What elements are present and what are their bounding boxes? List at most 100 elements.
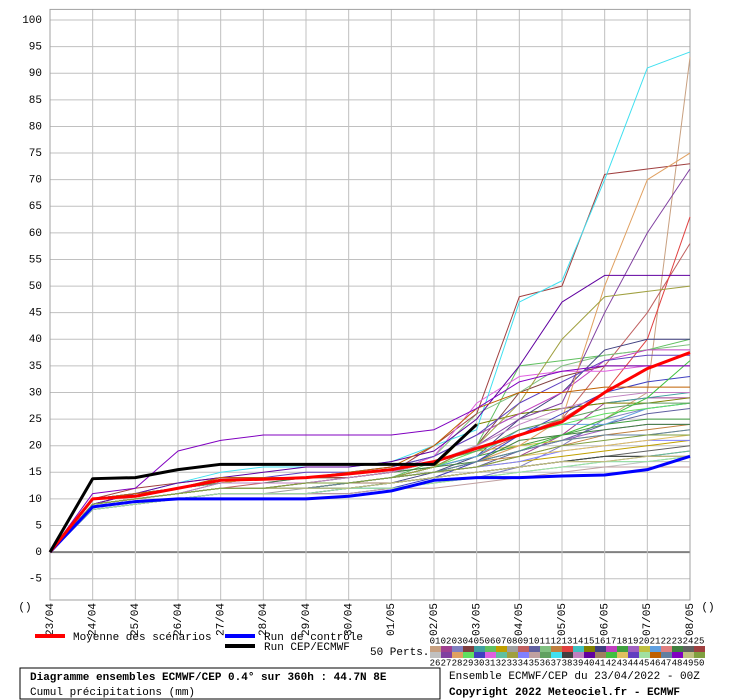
member-label: 19: [628, 636, 639, 646]
member-label: 15: [584, 636, 595, 646]
y-tick-label: 25: [29, 414, 42, 426]
member-label: 31: [485, 658, 496, 668]
member-swatch: [595, 652, 606, 658]
member-label: 25: [694, 636, 705, 646]
member-label: 06: [485, 636, 496, 646]
series-line: [48, 454, 691, 554]
y-tick-label: 10: [29, 494, 42, 506]
member-label: 32: [496, 658, 507, 668]
member-swatch: [474, 652, 485, 658]
member-label: 27: [441, 658, 452, 668]
member-label: 50: [694, 658, 705, 668]
member-label: 35: [529, 658, 540, 668]
member-label: 07: [496, 636, 507, 646]
member-swatch: [518, 646, 529, 652]
member-swatch: [650, 652, 661, 658]
member-swatch: [496, 652, 507, 658]
member-label: 22: [661, 636, 672, 646]
member-label: 26: [430, 658, 441, 668]
corner-mark: (): [701, 602, 714, 614]
member-label: 37: [551, 658, 562, 668]
member-label: 38: [562, 658, 573, 668]
member-swatch: [573, 652, 584, 658]
legend-label: Run CEP/ECMWF: [264, 642, 350, 654]
member-swatch: [683, 646, 694, 652]
member-label: 47: [661, 658, 672, 668]
member-label: 39: [573, 658, 584, 668]
member-label: 03: [452, 636, 463, 646]
member-swatch: [551, 646, 562, 652]
y-tick-label: 30: [29, 387, 42, 399]
member-label: 41: [595, 658, 606, 668]
y-tick-label: 5: [35, 520, 42, 532]
member-swatch: [463, 646, 474, 652]
member-label: 18: [617, 636, 628, 646]
x-tick-label: 04/05: [514, 603, 526, 636]
member-swatch: [540, 646, 551, 652]
x-tick-label: 05/05: [557, 603, 569, 636]
member-swatch: [628, 652, 639, 658]
member-label: 29: [463, 658, 474, 668]
member-label: 08: [507, 636, 518, 646]
member-label: 12: [551, 636, 562, 646]
y-tick-label: 65: [29, 201, 42, 213]
y-tick-label: 45: [29, 308, 42, 320]
member-swatch: [507, 646, 518, 652]
member-label: 05: [474, 636, 485, 646]
member-swatch: [562, 646, 573, 652]
member-label: 46: [650, 658, 661, 668]
y-tick-label: 20: [29, 441, 42, 453]
member-swatch: [485, 652, 496, 658]
member-swatch: [584, 646, 595, 652]
member-label: 43: [617, 658, 628, 668]
member-label: 45: [639, 658, 650, 668]
x-tick-label: 25/04: [130, 603, 142, 636]
member-swatch: [452, 646, 463, 652]
corner-mark: (): [18, 602, 31, 614]
y-tick-label: 80: [29, 121, 42, 133]
member-swatch: [474, 646, 485, 652]
member-label: 11: [540, 636, 551, 646]
copyright: Copyright 2022 Meteociel.fr - ECMWF: [449, 687, 680, 699]
member-swatch: [694, 652, 705, 658]
y-tick-label: 85: [29, 95, 42, 107]
x-tick-label: 08/05: [685, 603, 697, 636]
member-swatch: [485, 646, 496, 652]
y-tick-label: 50: [29, 281, 42, 293]
member-label: 24: [683, 636, 694, 646]
title-box: [19, 667, 441, 700]
y-tick-label: 100: [22, 15, 42, 27]
x-tick-label: 28/04: [258, 603, 270, 636]
y-tick-label: 0: [35, 547, 42, 559]
member-label: 20: [639, 636, 650, 646]
member-label: 01: [430, 636, 441, 646]
legend: Moyenne des scénarios Run de contrôle Ru…: [35, 632, 705, 668]
member-swatch: [562, 652, 573, 658]
member-label: 23: [672, 636, 683, 646]
member-label: 44: [628, 658, 639, 668]
member-swatch: [617, 646, 628, 652]
member-swatch: [606, 646, 617, 652]
member-label: 42: [606, 658, 617, 668]
x-tick-label: 29/04: [301, 603, 313, 636]
x-tick-label: 23/04: [45, 603, 57, 636]
y-tick-label: 40: [29, 334, 42, 346]
member-swatch: [672, 646, 683, 652]
y-tick-label: 55: [29, 254, 42, 266]
plot-area: -5 0 5 10 15 20 25 30 35 40 45 50 55 60 65 70 75 80 85 90 95…: [22, 8, 697, 636]
member-swatch: [606, 652, 617, 658]
member-swatch: [595, 646, 606, 652]
members-label: 50 Perts.: [370, 647, 429, 659]
y-tick-label: 90: [29, 68, 42, 80]
member-label: 16: [595, 636, 606, 646]
x-tick-label: 07/05: [642, 603, 654, 636]
member-swatch: [551, 652, 562, 658]
member-swatch: [683, 652, 694, 658]
x-tick-label: 06/05: [600, 603, 612, 636]
member-label: 48: [672, 658, 683, 668]
member-label: 02: [441, 636, 452, 646]
member-label: 14: [573, 636, 584, 646]
run-info: Ensemble ECMWF/CEP du 23/04/2022 - 00Z: [449, 671, 700, 683]
y-tick-label: 70: [29, 175, 42, 187]
member-label: 33: [507, 658, 518, 668]
